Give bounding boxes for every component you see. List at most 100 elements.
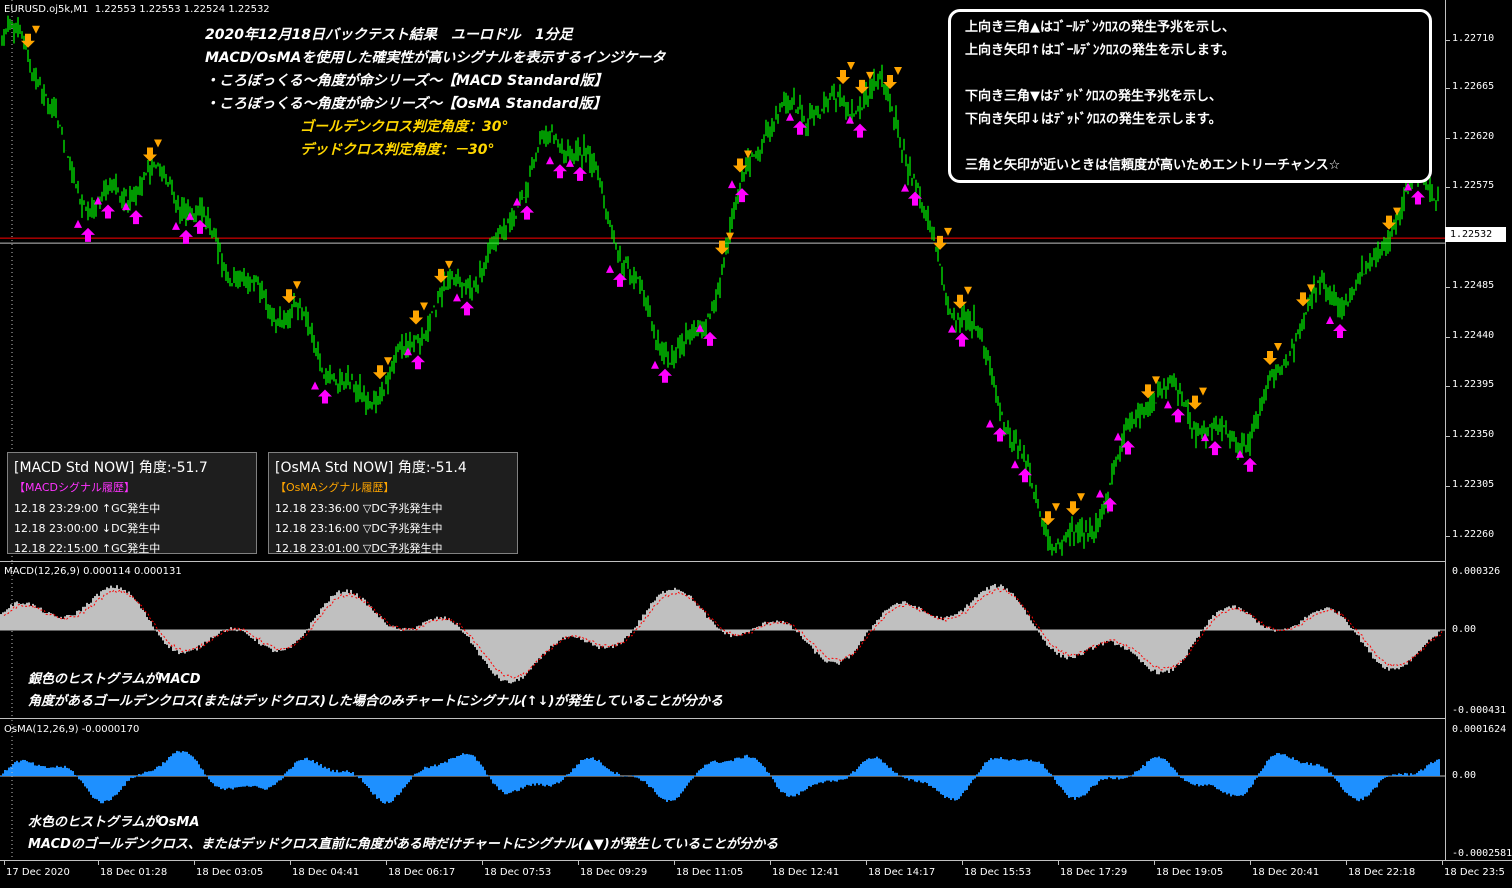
macd-bar xyxy=(638,620,640,630)
osma-bar xyxy=(558,776,560,783)
osma-bar xyxy=(732,761,734,776)
macd-bar xyxy=(1212,615,1214,630)
time-tick xyxy=(386,861,387,865)
osma-bar xyxy=(142,773,144,776)
osma-bar xyxy=(590,758,592,776)
time-tick xyxy=(674,861,675,865)
price-axis[interactable]: 1.22710 1.22665 1.22620 1.22575 1.22485 … xyxy=(1445,0,1512,860)
osma-bar xyxy=(722,762,724,776)
macd-bar xyxy=(576,630,578,638)
macd-bar xyxy=(492,630,494,674)
macd-bar xyxy=(214,630,216,636)
osma-bar xyxy=(988,760,990,776)
macd-bar xyxy=(1238,607,1240,630)
osma-indicator-pane[interactable]: OsMA(12,26,9) -0.0000170 水色のヒストグラムがOsMA … xyxy=(0,720,1445,860)
macd-bar xyxy=(1120,630,1122,647)
osma-bar xyxy=(280,776,282,780)
macd-bar xyxy=(542,630,544,654)
osma-bar xyxy=(528,776,530,785)
dc-arrow-icon xyxy=(883,75,897,89)
dc-warning-triangle-icon xyxy=(1199,388,1207,396)
osma-bar xyxy=(14,762,16,776)
osma-bar xyxy=(660,776,662,798)
osma-bar xyxy=(92,776,94,798)
macd-bar xyxy=(1432,630,1434,638)
osma-bar xyxy=(756,760,758,776)
pane-separator[interactable] xyxy=(0,561,1445,562)
osma-bar xyxy=(990,758,992,776)
osma-bar xyxy=(826,776,828,781)
price-chart-pane[interactable]: EURUSD.oj5k,M1 1.22553 1.22553 1.22524 1… xyxy=(0,0,1445,561)
macd-bar xyxy=(118,589,120,630)
macd-bar xyxy=(604,630,606,649)
osma-bar xyxy=(68,768,70,776)
osma-bar xyxy=(422,770,424,776)
dc-warning-triangle-icon xyxy=(944,228,952,236)
time-tick xyxy=(1442,861,1443,865)
macd-bar xyxy=(1292,626,1294,630)
osma-bar xyxy=(1324,768,1326,776)
macd-bar xyxy=(378,617,380,630)
macd-bar xyxy=(1376,630,1378,662)
dc-arrow-icon xyxy=(1263,351,1277,365)
osma-bar xyxy=(802,776,804,791)
macd-bar xyxy=(842,630,844,660)
osma-bar xyxy=(712,761,714,776)
osma-bar xyxy=(728,761,730,776)
gc-warning-triangle-icon xyxy=(1096,489,1104,497)
osma-bar xyxy=(592,757,594,776)
time-tick-label: 17 Dec 2020 xyxy=(6,867,70,878)
macd-bar xyxy=(1298,624,1300,630)
osma-bar xyxy=(1294,760,1296,776)
macd-bar xyxy=(390,626,392,630)
macd-indicator-pane[interactable]: MACD(12,26,9) 0.000114 0.000131 銀色のヒストグラ… xyxy=(0,563,1445,718)
macd-bar xyxy=(1354,630,1356,632)
osma-bar xyxy=(766,772,768,776)
osma-bar xyxy=(454,758,456,776)
osma-indicator-label: OsMA(12,26,9) -0.0000170 xyxy=(4,724,139,735)
osma-bar xyxy=(1334,776,1336,779)
osma-bar xyxy=(534,776,536,786)
osma-bar xyxy=(390,776,392,802)
osma-bar xyxy=(1414,774,1416,776)
macd-bar xyxy=(974,597,976,630)
macd-bar xyxy=(50,613,52,630)
osma-bar xyxy=(974,776,976,779)
macd-bar xyxy=(1170,630,1172,669)
macd-bar xyxy=(366,606,368,630)
osma-bar xyxy=(1140,768,1142,776)
osma-bar xyxy=(344,772,346,776)
macd-bar xyxy=(1402,630,1404,667)
osma-bar xyxy=(320,764,322,776)
osma-bar xyxy=(1080,776,1082,797)
osma-bar xyxy=(1308,765,1310,776)
osma-bar xyxy=(848,775,850,776)
macd-bar xyxy=(540,630,542,659)
macd-bar xyxy=(204,630,206,642)
osma-bar xyxy=(1270,756,1272,776)
osma-bar xyxy=(276,776,278,782)
macd-bar xyxy=(30,606,32,630)
osma-bar xyxy=(598,760,600,776)
macd-bar xyxy=(890,607,892,630)
gc-warning-triangle-icon xyxy=(453,293,461,301)
macd-bar xyxy=(886,610,888,630)
pane-separator[interactable] xyxy=(0,718,1445,719)
macd-bar xyxy=(910,605,912,630)
osma-bar xyxy=(434,764,436,776)
macd-bar xyxy=(1406,630,1408,665)
osma-bar xyxy=(524,776,526,787)
osma-bar xyxy=(978,772,980,776)
gc-arrow-icon xyxy=(318,389,332,403)
macd-axis-label: -0.000431 xyxy=(1452,705,1506,716)
osma-bar xyxy=(854,772,856,776)
osma-bar xyxy=(426,767,428,776)
macd-bar xyxy=(1260,625,1262,630)
macd-bar xyxy=(24,604,26,630)
osma-bar xyxy=(1010,760,1012,776)
osma-bar xyxy=(146,772,148,776)
osma-bar xyxy=(938,776,940,791)
osma-bar xyxy=(702,768,704,776)
osma-bar xyxy=(1006,759,1008,776)
